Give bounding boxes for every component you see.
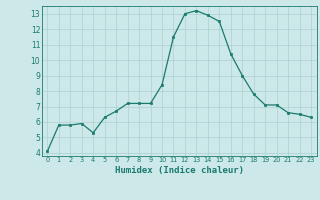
X-axis label: Humidex (Indice chaleur): Humidex (Indice chaleur) [115, 166, 244, 175]
